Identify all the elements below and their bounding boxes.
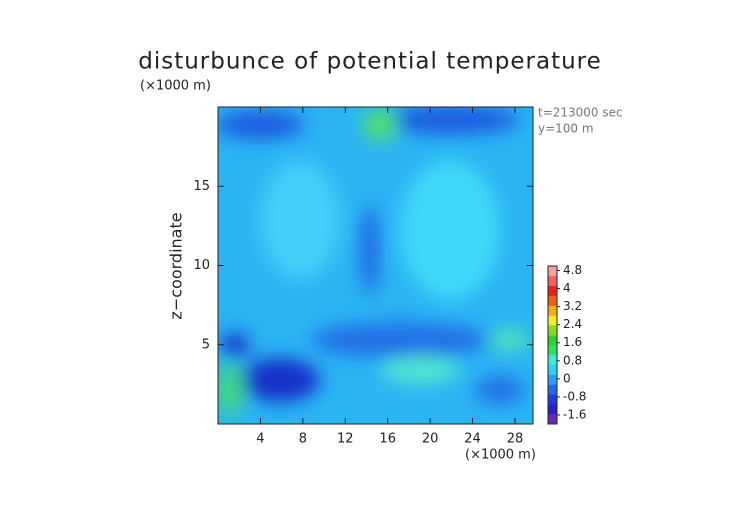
colorbar-bin xyxy=(548,374,557,385)
y-axis-label: z−coordinate xyxy=(167,212,186,319)
colorbar-bin xyxy=(548,315,557,326)
colorbar-bin xyxy=(548,384,557,395)
x-tick-label: 4 xyxy=(256,432,264,447)
colorbar-bin xyxy=(548,364,557,375)
x-unit: (×1000 m) xyxy=(465,448,536,463)
colorbar-tick-label: -0.8 xyxy=(563,389,586,403)
y-tick-label: 5 xyxy=(202,337,210,352)
colorbar-tick-label: 4 xyxy=(563,281,571,295)
x-tick-label: 12 xyxy=(337,432,354,447)
x-tick-label: 28 xyxy=(507,432,524,447)
y-tick-label: 15 xyxy=(193,179,210,194)
colorbar-tick-label: -1.6 xyxy=(563,407,586,421)
colorbar-bin xyxy=(548,394,557,405)
x-tick-label: 24 xyxy=(464,432,481,447)
colorbar-bin xyxy=(548,266,557,277)
x-tick-label: 16 xyxy=(379,432,396,447)
x-tick-label: 8 xyxy=(299,432,307,447)
colorbar-tick-label: 3.2 xyxy=(563,299,582,313)
colorbar-bin xyxy=(548,285,557,296)
contour-field xyxy=(218,107,533,424)
colorbar-bin xyxy=(548,414,557,425)
colorbar-tick-label: 2.4 xyxy=(563,317,582,331)
annotation: y=100 m xyxy=(538,122,594,136)
colorbar-bin xyxy=(548,335,557,346)
y-unit: (×1000 m) xyxy=(140,79,211,94)
colorbar-bin xyxy=(548,325,557,336)
colorbar-bin xyxy=(548,275,557,287)
colorbar-bin xyxy=(548,295,557,306)
colorbar-bin xyxy=(548,404,557,415)
annotation: t=213000 sec xyxy=(538,106,623,120)
colorbar-tick-label: 4.8 xyxy=(563,263,582,277)
colorbar-tick-label: 1.6 xyxy=(563,335,582,349)
colorbar-tick-label: 0.8 xyxy=(563,353,582,367)
chart-title: disturbunce of potential temperature xyxy=(138,49,602,75)
colorbar-bin xyxy=(548,305,557,316)
x-tick-label: 20 xyxy=(422,432,439,447)
colorbar-bin xyxy=(548,345,557,356)
colorbar-tick-label: 0 xyxy=(563,371,571,385)
colorbar-bin xyxy=(548,354,557,366)
colorbar-frame xyxy=(547,265,558,425)
y-tick-label: 10 xyxy=(193,258,210,273)
